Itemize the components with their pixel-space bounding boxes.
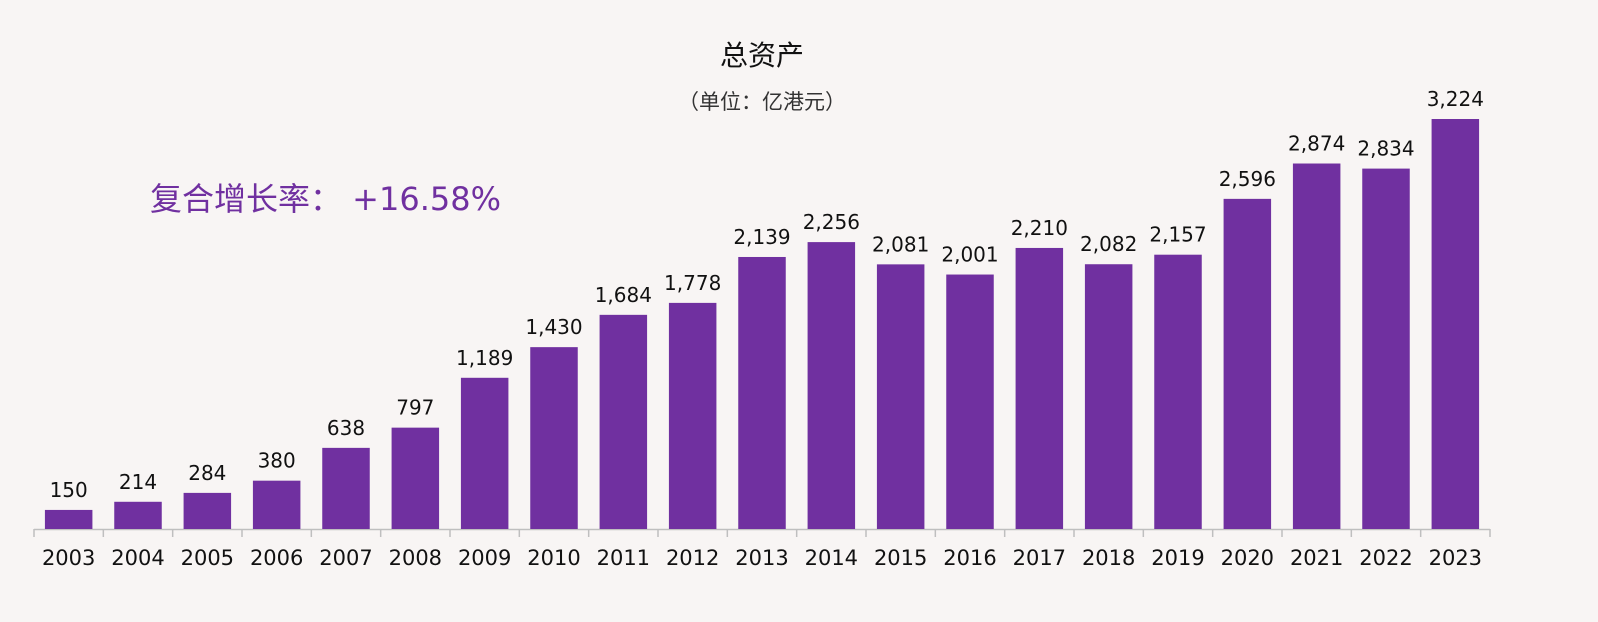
bar-2014 — [807, 242, 856, 529]
x-tick-label-2010: 2010 — [527, 546, 580, 570]
bar-2005 — [183, 492, 232, 529]
chart-subtitle: （单位：亿港元） — [678, 90, 846, 114]
data-label-2021: 2,874 — [1288, 132, 1345, 156]
bar-2008 — [391, 427, 440, 529]
bar-2013 — [738, 256, 786, 529]
data-label-2016: 2,001 — [941, 243, 998, 267]
bar-2017 — [1015, 247, 1064, 530]
bar-2016 — [946, 274, 994, 529]
x-tick-label-2018: 2018 — [1082, 546, 1135, 570]
data-label-2011: 1,684 — [595, 283, 652, 307]
data-label-2014: 2,256 — [803, 210, 860, 234]
cagr-annotation: 复合增长率： +16.58% — [150, 180, 502, 218]
bar-2009 — [460, 377, 509, 529]
data-label-2012: 1,778 — [664, 271, 721, 295]
bar-2004 — [114, 501, 162, 529]
bar-2003 — [44, 509, 93, 529]
bar-2018 — [1084, 264, 1133, 529]
x-tick-label-2015: 2015 — [874, 546, 927, 570]
x-tick-label-2008: 2008 — [389, 546, 442, 570]
chart-title: 总资产 — [719, 39, 804, 72]
x-tick-label-2019: 2019 — [1151, 546, 1204, 570]
data-label-2005: 284 — [188, 461, 226, 485]
bar-2015 — [876, 264, 925, 529]
x-tick-label-2021: 2021 — [1290, 546, 1343, 570]
bar-2019 — [1154, 254, 1202, 529]
data-label-2019: 2,157 — [1149, 223, 1206, 247]
data-label-2006: 380 — [258, 449, 296, 473]
data-label-2013: 2,139 — [733, 225, 790, 249]
x-tick-label-2004: 2004 — [111, 546, 164, 570]
x-tick-label-2012: 2012 — [666, 546, 719, 570]
x-tick-label-2022: 2022 — [1359, 546, 1412, 570]
bar-2011 — [599, 314, 648, 529]
data-label-2023: 3,224 — [1427, 87, 1484, 111]
data-label-2017: 2,210 — [1011, 216, 1068, 240]
bar-2007 — [322, 447, 370, 529]
data-label-2003: 150 — [50, 478, 88, 502]
x-tick-label-2003: 2003 — [42, 546, 95, 570]
bar-2022 — [1362, 168, 1410, 529]
x-tick-label-2023: 2023 — [1429, 546, 1482, 570]
data-label-2010: 1,430 — [525, 315, 582, 339]
x-tick-label-2014: 2014 — [805, 546, 858, 570]
data-label-2009: 1,189 — [456, 346, 513, 370]
x-tick-label-2016: 2016 — [943, 546, 996, 570]
bar-2021 — [1292, 163, 1341, 529]
data-label-2020: 2,596 — [1219, 167, 1276, 191]
x-tick-label-2011: 2011 — [597, 546, 650, 570]
x-tick-label-2013: 2013 — [735, 546, 788, 570]
x-tick-label-2009: 2009 — [458, 546, 511, 570]
x-tick-label-2006: 2006 — [250, 546, 303, 570]
data-label-2022: 2,834 — [1357, 137, 1414, 161]
data-label-2015: 2,081 — [872, 232, 929, 256]
data-label-2008: 797 — [396, 396, 434, 420]
bar-2010 — [530, 347, 578, 529]
bar-2020 — [1223, 198, 1272, 529]
data-label-2007: 638 — [327, 416, 365, 440]
bar-2023 — [1431, 119, 1480, 529]
x-tick-label-2017: 2017 — [1013, 546, 1066, 570]
x-tick-label-2020: 2020 — [1221, 546, 1274, 570]
data-label-2018: 2,082 — [1080, 232, 1137, 256]
data-label-2004: 214 — [119, 470, 157, 494]
bar-2006 — [252, 480, 301, 529]
x-tick-label-2005: 2005 — [181, 546, 234, 570]
bar-2012 — [668, 302, 717, 529]
x-tick-label-2007: 2007 — [319, 546, 372, 570]
